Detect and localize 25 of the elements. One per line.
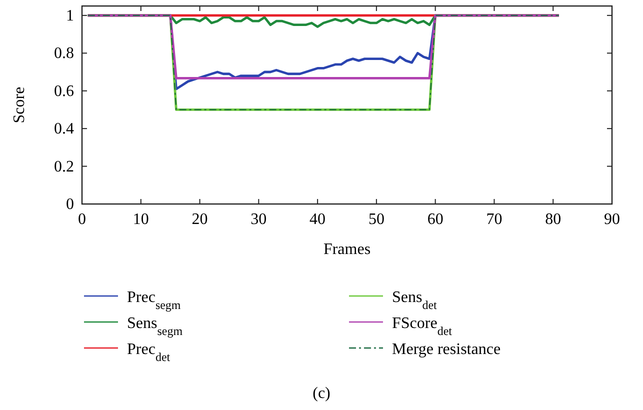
y-axis-title: Score: [11, 86, 28, 124]
y-tick-label: 1: [66, 7, 74, 24]
y-tick-label: 0.6: [54, 82, 74, 100]
x-tick-label: 90: [604, 211, 620, 228]
y-tick-label: 0.2: [54, 158, 74, 176]
legend-label: Sens$_{det}$: [392, 289, 438, 312]
x-tick-label: 50: [368, 211, 384, 228]
x-tick-label: 70: [486, 211, 502, 228]
x-tick-label: 60: [427, 211, 444, 228]
legend-label: Prec$_{det}$: [127, 341, 171, 364]
x-tick-label: 10: [132, 211, 149, 228]
legend-label: Merge resistance: [392, 341, 501, 358]
y-tick-label: 0.4: [54, 120, 74, 138]
x-tick-label: 0: [78, 211, 86, 228]
text: (c): [312, 385, 330, 402]
legend-label: Prec$_{segm}$: [127, 289, 182, 312]
y-tick-label: 0.8: [54, 45, 74, 62]
x-axis-title: Frames: [323, 241, 371, 258]
y-tick-label: 0: [66, 196, 74, 213]
x-tick-label: 20: [192, 211, 208, 228]
legend-label: FScore$_{det}$: [392, 315, 453, 338]
x-tick-label: 80: [545, 211, 562, 228]
x-tick-label: 30: [250, 211, 267, 228]
x-tick-label: 40: [310, 211, 326, 228]
legend-label: Sens$_{segm}$: [127, 315, 184, 338]
